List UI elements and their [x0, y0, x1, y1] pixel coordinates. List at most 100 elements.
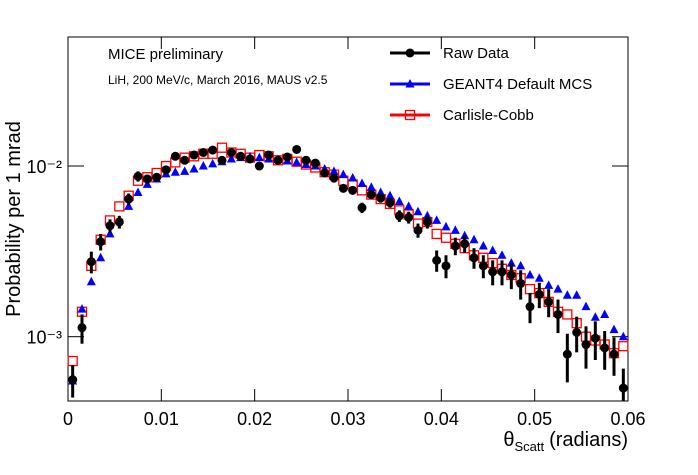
marker [431, 228, 442, 240]
marker [469, 234, 479, 244]
marker [170, 151, 180, 161]
x-label-subscript: Scatt [514, 439, 544, 454]
marker [329, 173, 339, 183]
marker [376, 193, 386, 203]
marker [254, 152, 264, 162]
annotation: MICE preliminary [108, 46, 224, 63]
legend-label: Carlisle-Cobb [443, 107, 534, 124]
marker [478, 240, 488, 250]
marker [422, 210, 432, 220]
marker [254, 161, 264, 171]
marker [524, 283, 536, 295]
marker [460, 230, 470, 240]
marker [394, 211, 404, 221]
marker [618, 341, 629, 352]
marker [198, 147, 208, 157]
marker [264, 150, 274, 160]
marker [413, 206, 423, 216]
marker [105, 228, 115, 238]
x-label-unit: (radians) [549, 429, 628, 451]
y-tick-label: 10⁻³ [26, 328, 62, 348]
marker [572, 290, 582, 299]
marker [553, 284, 563, 293]
marker [208, 145, 218, 155]
marker [600, 343, 610, 353]
marker [292, 157, 302, 166]
y-axis-label: Probability per 1 mrad [3, 121, 25, 317]
marker [114, 201, 125, 212]
marker [488, 267, 498, 277]
marker [525, 302, 535, 312]
x-tick-label: 0.02 [237, 409, 272, 429]
x-tick-label: 0.03 [330, 409, 365, 429]
marker [581, 301, 591, 311]
marker [86, 276, 96, 286]
marker [553, 309, 563, 319]
marker [506, 258, 516, 267]
marker [544, 297, 554, 307]
marker [516, 260, 526, 270]
marker [618, 331, 628, 341]
marker [217, 155, 227, 165]
marker [301, 155, 311, 165]
marker [133, 171, 143, 181]
marker [292, 144, 302, 154]
marker [161, 165, 171, 175]
marker [180, 166, 190, 175]
marker [590, 312, 600, 321]
marker [422, 217, 432, 227]
marker [170, 167, 180, 176]
marker [441, 221, 451, 231]
marker [366, 190, 376, 200]
marker [348, 185, 358, 195]
marker [497, 267, 507, 277]
marker [590, 333, 600, 343]
x-label-symbol: θ [503, 429, 514, 451]
marker [86, 257, 96, 267]
marker [394, 196, 404, 205]
marker [180, 155, 190, 165]
marker [609, 349, 619, 359]
marker [338, 169, 348, 179]
marker [189, 150, 199, 160]
marker [441, 261, 451, 271]
marker [77, 304, 87, 313]
marker [216, 142, 228, 153]
marker [469, 253, 479, 263]
x-tick-label: 0.06 [610, 409, 645, 429]
marker [189, 164, 199, 173]
marker [357, 203, 367, 213]
marker [581, 340, 591, 350]
marker [152, 172, 162, 182]
marker [450, 225, 460, 234]
marker [67, 355, 78, 367]
y-tick-label: 10⁻² [26, 157, 62, 177]
marker [525, 269, 535, 279]
marker [506, 270, 516, 280]
marker [432, 215, 442, 224]
marker [357, 178, 367, 187]
marker [329, 166, 339, 175]
marker [198, 161, 208, 170]
x-tick-label: 0.04 [424, 409, 459, 429]
marker [609, 324, 619, 334]
marker [432, 255, 442, 265]
marker [96, 237, 106, 247]
marker [282, 152, 292, 162]
marker [572, 327, 582, 337]
marker [226, 153, 236, 163]
marker [413, 225, 423, 235]
legend-marker [405, 48, 415, 58]
legend-marker [405, 79, 415, 88]
marker [562, 349, 572, 359]
marker [478, 261, 488, 271]
marker [208, 158, 218, 168]
marker [562, 309, 573, 320]
marker [534, 273, 544, 282]
x-tick-label: 0.01 [144, 409, 179, 429]
marker [320, 168, 330, 178]
marker [385, 198, 395, 208]
marker [562, 290, 572, 299]
marker [534, 289, 544, 299]
marker [114, 217, 124, 227]
